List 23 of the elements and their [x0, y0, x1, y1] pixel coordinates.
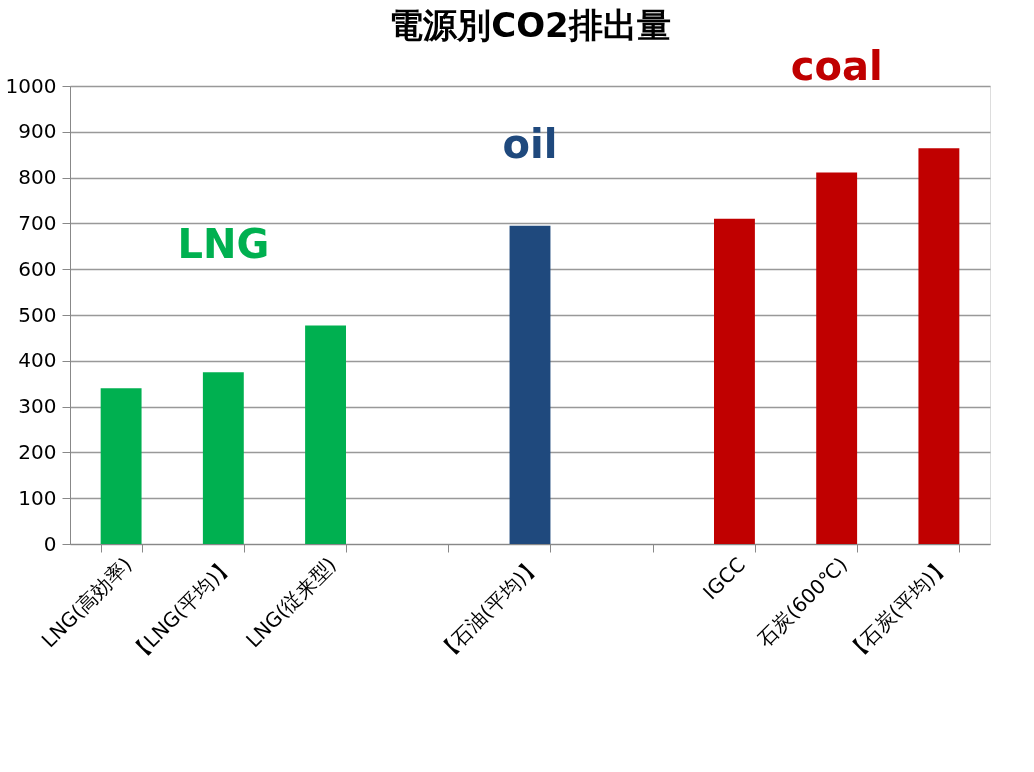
chart-title: 電源別CO2排出量 [389, 5, 671, 46]
bar [714, 218, 755, 544]
series-label: oil [502, 120, 558, 167]
bar [816, 172, 858, 544]
bar [100, 388, 142, 544]
y-tick-label: 1000 [5, 73, 57, 98]
y-tick-label: 100 [18, 485, 57, 510]
bar [918, 148, 960, 544]
y-tick-label: 200 [18, 439, 57, 464]
series-label: LNG [177, 220, 270, 267]
bar [202, 372, 244, 544]
y-tick-label: 700 [18, 210, 57, 235]
y-tick-label: 500 [18, 302, 57, 327]
y-tick-label: 0 [43, 531, 57, 556]
series-label: coal [790, 43, 883, 90]
y-tick-label: 300 [18, 394, 57, 419]
bar [509, 225, 551, 544]
y-tick-label: 900 [18, 119, 57, 144]
bar [305, 325, 346, 544]
x-tick-label: 【石油(平均)】 [432, 552, 546, 666]
y-tick-label: 800 [18, 165, 57, 190]
y-tick-label: 600 [18, 256, 57, 281]
y-tick-label: 400 [18, 348, 57, 373]
